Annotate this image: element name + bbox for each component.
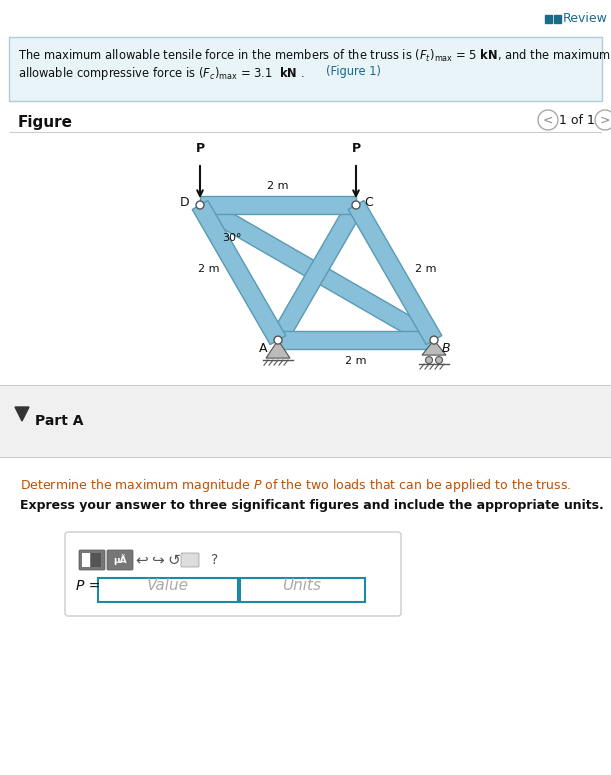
Circle shape bbox=[352, 201, 360, 209]
Text: ↪: ↪ bbox=[152, 553, 164, 567]
Text: 2 m: 2 m bbox=[415, 264, 436, 274]
Text: Units: Units bbox=[282, 578, 321, 594]
Text: P: P bbox=[351, 142, 360, 155]
FancyBboxPatch shape bbox=[98, 578, 238, 602]
Text: ↩: ↩ bbox=[136, 553, 148, 567]
Text: Figure: Figure bbox=[18, 115, 73, 130]
Text: >: > bbox=[600, 113, 610, 126]
Polygon shape bbox=[270, 201, 364, 345]
Text: 30°: 30° bbox=[222, 233, 241, 243]
Text: D: D bbox=[180, 197, 189, 209]
Text: Review: Review bbox=[563, 12, 608, 26]
Polygon shape bbox=[15, 407, 29, 421]
Bar bbox=[82, 553, 90, 567]
Text: Value: Value bbox=[147, 578, 189, 594]
Text: ↺: ↺ bbox=[167, 553, 180, 567]
Text: Part A: Part A bbox=[35, 414, 84, 428]
FancyBboxPatch shape bbox=[65, 532, 401, 616]
Circle shape bbox=[425, 356, 433, 363]
FancyBboxPatch shape bbox=[107, 550, 133, 570]
Polygon shape bbox=[422, 340, 446, 355]
Circle shape bbox=[274, 336, 282, 344]
Polygon shape bbox=[278, 331, 434, 349]
Bar bbox=[91, 553, 101, 567]
Text: Determine the maximum magnitude $P$ of the two loads that can be applied to the : Determine the maximum magnitude $P$ of t… bbox=[20, 477, 571, 494]
Text: 2 m: 2 m bbox=[345, 356, 367, 366]
Bar bbox=[554, 15, 561, 23]
Text: Express your answer to three significant figures and include the appropriate uni: Express your answer to three significant… bbox=[20, 499, 604, 512]
FancyBboxPatch shape bbox=[240, 578, 365, 602]
Text: 2 m: 2 m bbox=[197, 264, 219, 274]
Text: C: C bbox=[364, 197, 373, 209]
FancyBboxPatch shape bbox=[9, 37, 602, 101]
Text: The maximum allowable tensile force in the members of the truss is $(F_t)_{\math: The maximum allowable tensile force in t… bbox=[18, 48, 611, 64]
Text: (Figure 1): (Figure 1) bbox=[326, 65, 381, 78]
Text: allowable compressive force is $(F_c)_{\mathrm{max}}$ = 3.1  $\mathbf{kN}$ .: allowable compressive force is $(F_c)_{\… bbox=[18, 65, 309, 82]
Text: 1 of 1: 1 of 1 bbox=[559, 113, 595, 126]
Circle shape bbox=[436, 356, 442, 363]
Text: 2 m: 2 m bbox=[267, 181, 289, 191]
FancyBboxPatch shape bbox=[79, 550, 105, 570]
Text: P =: P = bbox=[76, 579, 100, 593]
Polygon shape bbox=[348, 201, 442, 345]
Bar bbox=[545, 15, 552, 23]
Text: P: P bbox=[196, 142, 205, 155]
Circle shape bbox=[430, 336, 438, 344]
Text: ?: ? bbox=[211, 553, 219, 567]
Polygon shape bbox=[200, 196, 356, 214]
FancyBboxPatch shape bbox=[181, 553, 199, 567]
Polygon shape bbox=[196, 197, 439, 348]
Text: B: B bbox=[442, 342, 451, 355]
Polygon shape bbox=[192, 201, 286, 345]
Polygon shape bbox=[266, 340, 290, 358]
Text: <: < bbox=[543, 113, 553, 126]
Circle shape bbox=[196, 201, 204, 209]
Text: μÃ: μÃ bbox=[113, 555, 127, 566]
Text: A: A bbox=[258, 342, 267, 355]
FancyBboxPatch shape bbox=[0, 385, 611, 457]
